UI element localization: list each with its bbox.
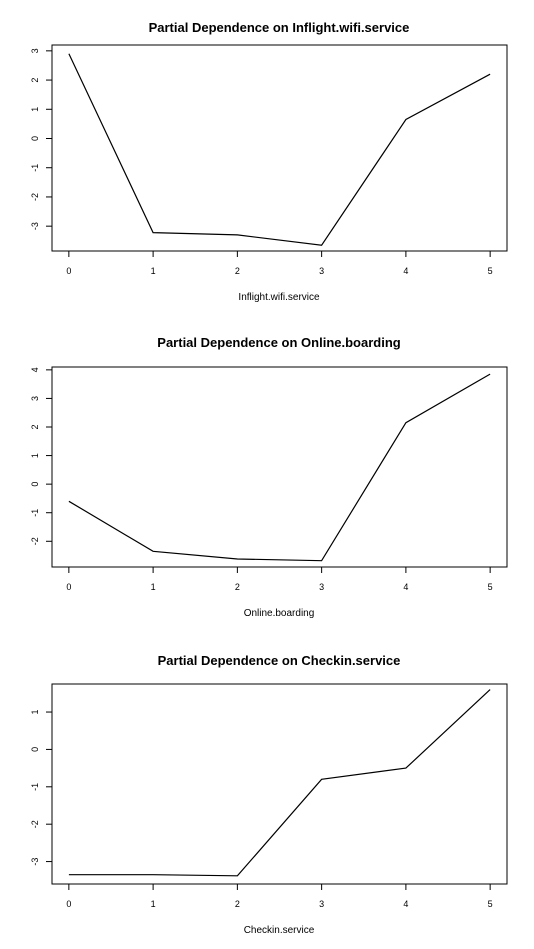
y-tick-label: -1 (30, 164, 40, 172)
y-tick-label: 1 (30, 710, 40, 715)
y-tick-label: -1 (30, 509, 40, 517)
x-tick-label: 4 (403, 266, 408, 276)
x-tick-label: 1 (151, 899, 156, 909)
y-tick-label: -2 (30, 193, 40, 201)
y-tick-label: 2 (30, 78, 40, 83)
x-tick-label: 4 (403, 899, 408, 909)
plot-frame (51, 366, 508, 568)
y-tick-label: 0 (30, 136, 40, 141)
x-tick-label: 5 (488, 266, 493, 276)
y-tick-label: 0 (30, 747, 40, 752)
y-tick-label: -3 (30, 858, 40, 866)
x-tick-label: 2 (235, 899, 240, 909)
x-tick-label: 3 (319, 266, 324, 276)
x-tick-label: 5 (488, 582, 493, 592)
chart-title: Partial Dependence on Online.boarding (157, 335, 400, 350)
y-tick-label: 3 (30, 396, 40, 401)
x-axis-label: Checkin.service (244, 925, 315, 936)
x-tick-label: 0 (66, 266, 71, 276)
x-tick-label: 3 (319, 899, 324, 909)
chart-title: Partial Dependence on Checkin.service (158, 653, 401, 668)
x-tick-label: 1 (151, 582, 156, 592)
y-tick-label: 0 (30, 482, 40, 487)
x-tick-label: 3 (319, 582, 324, 592)
x-tick-label: 1 (151, 266, 156, 276)
plot-frame (51, 683, 508, 885)
x-tick-label: 4 (403, 582, 408, 592)
x-tick-label: 0 (66, 899, 71, 909)
x-tick-label: 0 (66, 582, 71, 592)
x-tick-label: 5 (488, 899, 493, 909)
chart-title: Partial Dependence on Inflight.wifi.serv… (149, 20, 410, 35)
x-axis-label: Inflight.wifi.service (238, 292, 320, 303)
y-tick-label: 1 (30, 453, 40, 458)
series-line (68, 373, 491, 562)
chart-panel-checkin: Partial Dependence on Checkin.service 0 1 2… (30, 653, 508, 936)
y-tick-label: -1 (30, 783, 40, 791)
y-tick-label: -3 (30, 222, 40, 230)
y-tick-label: -2 (30, 537, 40, 545)
y-tick-label: 1 (30, 107, 40, 112)
y-tick-label: -2 (30, 820, 40, 828)
plot-frame (51, 44, 508, 252)
x-tick-label: 2 (235, 582, 240, 592)
chart-panel-boarding: Partial Dependence on Online.boarding 0 1 2… (30, 335, 508, 619)
x-axis-label: Online.boarding (244, 608, 315, 619)
series-line (68, 689, 491, 877)
y-tick-label: 4 (30, 367, 40, 372)
x-tick-label: 2 (235, 266, 240, 276)
chart-panel-wifi: Partial Dependence on Inflight.wifi.serv… (30, 20, 508, 303)
series-line (68, 53, 491, 246)
y-tick-label: 3 (30, 48, 40, 53)
y-tick-label: 2 (30, 424, 40, 429)
